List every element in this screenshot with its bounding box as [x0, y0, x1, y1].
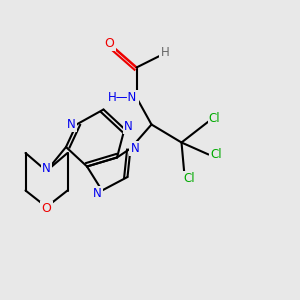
Text: N: N — [67, 118, 76, 131]
Text: N: N — [93, 187, 102, 200]
Text: N: N — [130, 142, 140, 155]
Text: O: O — [105, 37, 114, 50]
Text: N: N — [124, 119, 133, 133]
Text: O: O — [42, 202, 51, 215]
Text: H: H — [160, 46, 169, 59]
Text: Cl: Cl — [209, 112, 220, 125]
Text: N: N — [42, 161, 51, 175]
Text: Cl: Cl — [210, 148, 222, 161]
Text: Cl: Cl — [183, 172, 195, 185]
Text: H—N: H—N — [108, 91, 138, 104]
